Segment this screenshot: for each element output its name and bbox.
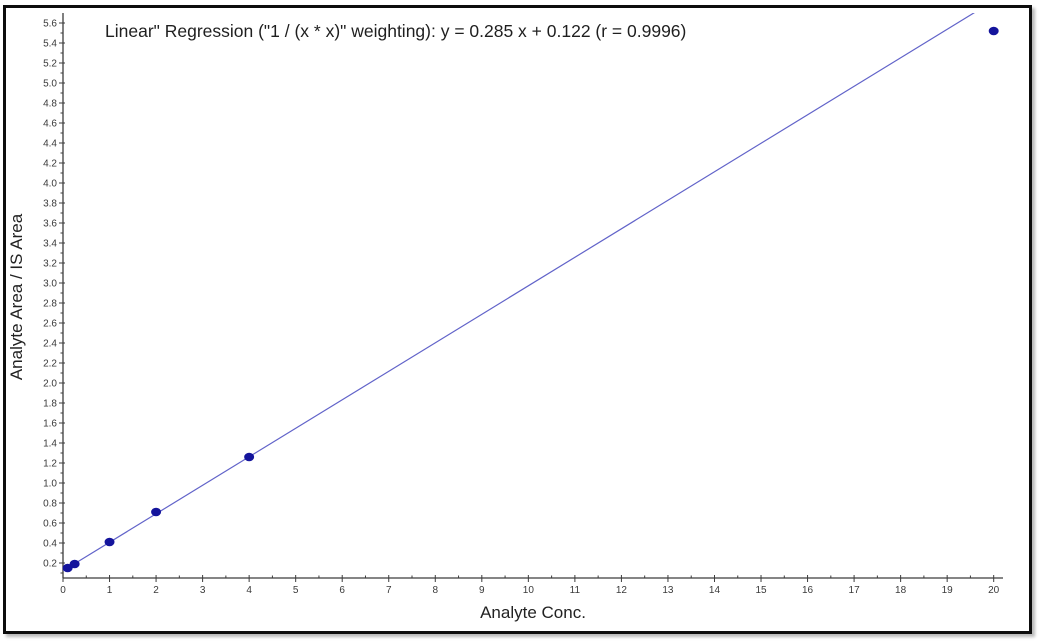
y-tick-label: 3.2 — [43, 259, 57, 270]
data-point[interactable] — [104, 537, 115, 547]
y-tick-label: 2.8 — [43, 299, 57, 310]
data-point[interactable] — [988, 26, 999, 36]
y-tick-label: 0.2 — [43, 559, 57, 570]
y-tick-label: 2.0 — [43, 379, 57, 390]
y-tick-label: 5.2 — [43, 59, 57, 70]
y-tick-label: 1.0 — [43, 479, 57, 490]
y-tick-label: 0.4 — [43, 539, 57, 550]
y-tick-label: 1.4 — [43, 439, 57, 450]
x-tick-label: 6 — [339, 585, 345, 596]
x-tick-label: 17 — [849, 585, 861, 596]
y-tick-label: 4.8 — [43, 99, 57, 110]
x-tick-label: 12 — [616, 585, 628, 596]
x-tick-label: 16 — [802, 585, 814, 596]
y-tick-label: 0.6 — [43, 519, 57, 530]
regression-equation-label: Linear" Regression ("1 / (x * x)" weight… — [105, 21, 687, 41]
y-tick-label: 3.0 — [43, 279, 57, 290]
x-tick-label: 11 — [570, 585, 581, 596]
y-tick-label: 4.2 — [43, 159, 57, 170]
x-tick-label: 19 — [942, 585, 954, 596]
y-tick-label: 2.6 — [43, 319, 57, 330]
x-tick-label: 0 — [60, 585, 66, 596]
x-tick-label: 13 — [662, 585, 674, 596]
data-point[interactable] — [69, 559, 80, 569]
y-tick-label: 4.6 — [43, 119, 57, 130]
y-tick-label: 5.4 — [43, 39, 57, 50]
y-tick-label: 3.8 — [43, 199, 57, 210]
x-tick-label: 10 — [523, 585, 535, 596]
x-axis-title: Analyte Conc. — [480, 603, 586, 622]
x-tick-label: 18 — [895, 585, 907, 596]
x-tick-label: 20 — [988, 585, 1000, 596]
x-tick-label: 15 — [755, 585, 767, 596]
y-tick-label: 3.4 — [43, 239, 57, 250]
data-point[interactable] — [151, 507, 162, 517]
x-tick-label: 4 — [246, 585, 252, 596]
x-tick-label: 1 — [107, 585, 113, 596]
y-tick-label: 5.0 — [43, 79, 57, 90]
y-tick-label: 4.0 — [43, 179, 57, 190]
x-tick-label: 9 — [479, 585, 485, 596]
x-tick-label: 3 — [200, 585, 206, 596]
y-tick-label: 5.6 — [43, 19, 57, 30]
y-tick-label: 1.6 — [43, 419, 57, 430]
x-tick-label: 2 — [153, 585, 159, 596]
y-tick-label: 2.2 — [43, 359, 57, 370]
y-tick-label: 2.4 — [43, 339, 57, 350]
x-tick-label: 5 — [293, 585, 299, 596]
y-tick-label: 1.8 — [43, 399, 57, 410]
y-axis-title: Analyte Area / IS Area — [7, 213, 26, 381]
x-tick-label: 8 — [432, 585, 438, 596]
y-tick-label: 3.6 — [43, 219, 57, 230]
regression-line — [63, 13, 975, 572]
y-tick-label: 0.8 — [43, 499, 57, 510]
chart-frame — [3, 5, 1032, 634]
y-tick-label: 1.2 — [43, 459, 57, 470]
x-tick-label: 14 — [709, 585, 721, 596]
y-tick-label: 4.4 — [43, 139, 57, 150]
x-tick-label: 7 — [386, 585, 392, 596]
data-point[interactable] — [244, 452, 255, 462]
